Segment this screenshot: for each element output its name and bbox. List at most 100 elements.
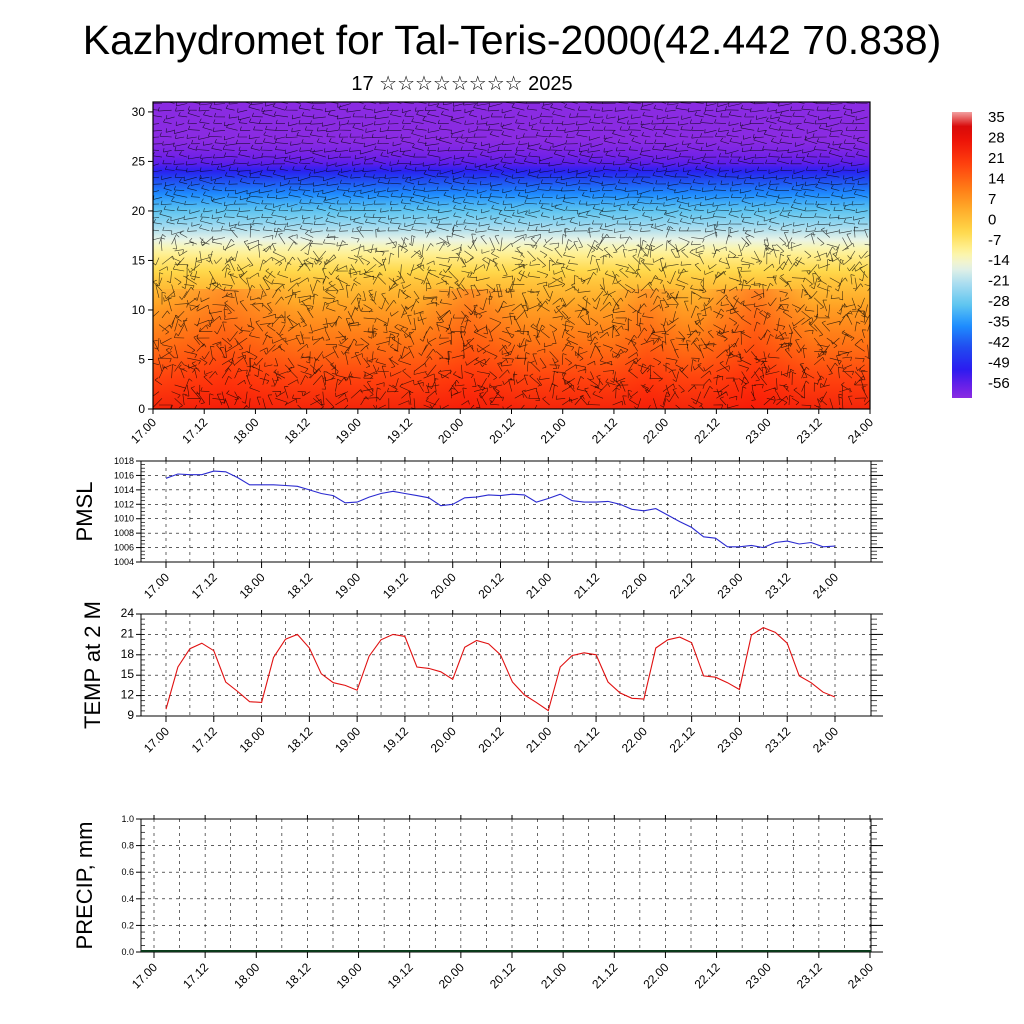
colorbar-label: -7 xyxy=(988,232,1001,249)
y-tick-label: 1018 xyxy=(114,456,134,466)
colorbar-label: -49 xyxy=(988,355,1010,372)
y-tick-label: 0.6 xyxy=(121,867,134,877)
series-line xyxy=(165,626,836,712)
colorbar-label: 21 xyxy=(988,150,1005,167)
x-tick-label: 24.00 xyxy=(845,960,876,991)
y-tick-label: 25 xyxy=(132,154,146,168)
x-tick-label: 22.12 xyxy=(667,570,698,601)
x-tick-label: 21.12 xyxy=(589,415,620,446)
x-tick-label: 22.00 xyxy=(640,415,671,446)
y-tick-label: 9 xyxy=(127,708,134,722)
wind-barbs xyxy=(153,102,870,409)
y-tick-label: 0 xyxy=(138,402,145,416)
x-tick-label: 18.12 xyxy=(284,724,315,755)
y-tick-label: 1010 xyxy=(114,514,134,524)
x-tick-label: 20.12 xyxy=(475,724,506,755)
x-tick-label: 23.00 xyxy=(743,415,774,446)
x-tick-label: 17.12 xyxy=(189,570,220,601)
panel-frame xyxy=(140,818,872,953)
x-tick-label: 17.00 xyxy=(129,960,160,991)
x-tick-label: 20.12 xyxy=(487,960,518,991)
x-tick-label: 24.00 xyxy=(810,724,841,755)
x-tick-label: 21.12 xyxy=(571,724,602,755)
y-tick-label: 1008 xyxy=(114,528,134,538)
x-tick-label: 18.12 xyxy=(282,960,313,991)
x-tick-label: 21.12 xyxy=(571,570,602,601)
x-tick-label: 18.00 xyxy=(237,570,268,601)
x-tick-label: 22.00 xyxy=(619,570,650,601)
x-tick-label: 23.12 xyxy=(794,960,825,991)
x-tick-label: 19.12 xyxy=(380,570,411,601)
x-tick-label: 19.00 xyxy=(332,570,363,601)
x-tick-label: 24.00 xyxy=(810,570,841,601)
x-tick-label: 19.00 xyxy=(332,724,363,755)
y-tick-label: 10 xyxy=(132,303,146,317)
x-tick-label: 20.00 xyxy=(428,724,459,755)
y-axis-label: PRECIP, mm xyxy=(72,822,97,950)
x-tick-label: 20.12 xyxy=(486,415,517,446)
y-tick-label: 1016 xyxy=(114,470,134,480)
y-tick-label: 0.0 xyxy=(121,947,134,957)
x-tick-label: 20.00 xyxy=(436,960,467,991)
colorbar-label: -14 xyxy=(988,252,1010,269)
colorbar-label: -21 xyxy=(988,273,1010,290)
x-tick-label: 23.12 xyxy=(794,415,825,446)
y-tick-label: 24 xyxy=(121,606,135,620)
colorbar xyxy=(952,112,972,398)
y-tick-label: 21 xyxy=(121,626,135,640)
x-tick-label: 21.12 xyxy=(589,960,620,991)
y-tick-label: 20 xyxy=(132,204,146,218)
y-axis-label: PMSL xyxy=(72,482,97,542)
x-tick-label: 21.00 xyxy=(523,724,554,755)
x-tick-label: 20.00 xyxy=(428,570,459,601)
x-tick-label: 22.12 xyxy=(667,724,698,755)
x-tick-label: 23.00 xyxy=(743,960,774,991)
y-tick-label: 1006 xyxy=(114,543,134,553)
x-tick-label: 20.12 xyxy=(475,570,506,601)
x-tick-label: 23.00 xyxy=(714,570,745,601)
x-tick-label: 23.00 xyxy=(714,724,745,755)
x-tick-label: 22.12 xyxy=(692,960,723,991)
wind-barb-paths xyxy=(153,102,870,409)
x-tick-label: 19.12 xyxy=(385,960,416,991)
x-tick-label: 23.12 xyxy=(762,570,793,601)
x-tick-label: 17.12 xyxy=(189,724,220,755)
x-tick-label: 19.12 xyxy=(380,724,411,755)
colorbar-label: -28 xyxy=(988,293,1010,310)
y-tick-label: 18 xyxy=(121,647,135,661)
series-line xyxy=(165,470,836,549)
y-tick-label: 1.0 xyxy=(121,814,134,824)
x-tick-label: 18.00 xyxy=(237,724,268,755)
x-tick-label: 18.12 xyxy=(284,570,315,601)
x-tick-label: 18.00 xyxy=(230,415,261,446)
colorbar-label: 7 xyxy=(988,191,996,208)
colorbar-label: -35 xyxy=(988,314,1010,331)
x-tick-label: 23.12 xyxy=(762,724,793,755)
colorbar-label: 35 xyxy=(988,109,1005,126)
x-tick-label: 20.00 xyxy=(435,415,466,446)
x-tick-label: 22.00 xyxy=(640,960,671,991)
y-tick-label: 5 xyxy=(138,352,145,366)
x-tick-label: 17.12 xyxy=(179,415,210,446)
x-tick-label: 24.00 xyxy=(845,415,876,446)
colorbar-label: 28 xyxy=(988,129,1005,146)
chart-subtitle: 17 ☆☆☆☆☆☆☆☆ 2025 xyxy=(351,73,573,95)
cross-section-warm-bands xyxy=(153,289,870,409)
x-tick-label: 17.00 xyxy=(128,415,159,446)
y-tick-label: 15 xyxy=(132,253,146,267)
x-tick-label: 18.00 xyxy=(231,960,262,991)
y-tick-label: 1004 xyxy=(114,557,134,567)
x-tick-label: 19.00 xyxy=(333,415,364,446)
colorbar-label: 0 xyxy=(988,211,996,228)
colorbar-label: -56 xyxy=(988,375,1010,392)
x-tick-label: 17.12 xyxy=(180,960,211,991)
x-tick-label: 17.00 xyxy=(141,570,172,601)
y-tick-label: 1014 xyxy=(114,485,134,495)
y-tick-label: 1012 xyxy=(114,499,134,509)
y-tick-label: 15 xyxy=(121,667,135,681)
x-tick-label: 19.12 xyxy=(384,415,415,446)
y-axis-label: TEMP at 2 M xyxy=(80,601,105,729)
colorbar-label: -42 xyxy=(988,334,1010,351)
x-tick-label: 18.12 xyxy=(282,415,313,446)
